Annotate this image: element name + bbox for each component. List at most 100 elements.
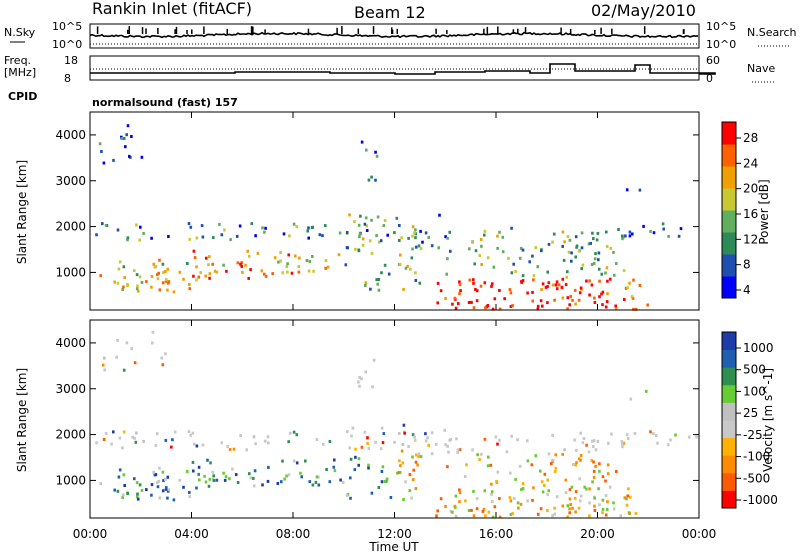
- heatmap-cell: [165, 486, 168, 490]
- heatmap-cell: [100, 150, 103, 153]
- heatmap-cell: [164, 279, 168, 283]
- frequency-line: [90, 63, 716, 75]
- heatmap-cell: [453, 296, 457, 300]
- heatmap-cell: [417, 244, 421, 248]
- heatmap-cell: [150, 493, 153, 497]
- heatmap-cell: [508, 288, 512, 292]
- heatmap-cell: [224, 475, 228, 479]
- noise-sky-line: [89, 31, 699, 39]
- heatmap-cell: [156, 273, 159, 277]
- heatmap-cell: [512, 497, 516, 500]
- heatmap-cell: [382, 432, 386, 436]
- heatmap-cell: [364, 281, 368, 285]
- heatmap-cell: [401, 443, 405, 446]
- heatmap-cell: [624, 286, 628, 290]
- heatmap-cell: [521, 279, 525, 283]
- heatmap-cell: [509, 499, 513, 503]
- heatmap-cell: [283, 477, 286, 481]
- ytick-label: 4000: [55, 336, 86, 350]
- heatmap-cell: [514, 477, 517, 481]
- heatmap-cell: [333, 469, 337, 473]
- heatmap-cell: [365, 229, 369, 232]
- heatmap-cell: [130, 347, 133, 351]
- heatmap-cell: [154, 443, 158, 447]
- heatmap-cell: [166, 267, 170, 271]
- heatmap-cell: [192, 274, 195, 278]
- heatmap-cell: [580, 246, 584, 250]
- heatmap-cell: [642, 224, 645, 228]
- heatmap-cell: [605, 244, 609, 248]
- heatmap-cell: [418, 281, 422, 285]
- heatmap-cell: [478, 254, 482, 258]
- heatmap-cell: [496, 470, 500, 474]
- heatmap-cell: [649, 229, 652, 233]
- heatmap-cell: [161, 489, 165, 493]
- heatmap-cell: [211, 470, 214, 474]
- heatmap-cell: [207, 484, 211, 488]
- heatmap-cell: [165, 278, 168, 282]
- heatmap-cell: [164, 438, 168, 442]
- heatmap-cell: [135, 287, 139, 291]
- heatmap-cell: [267, 465, 270, 469]
- heatmap-cell: [470, 300, 473, 304]
- heatmap-cell: [551, 458, 555, 462]
- heatmap-cell: [295, 461, 299, 465]
- heatmap-cell: [531, 299, 534, 303]
- heatmap-cell: [487, 510, 491, 514]
- heatmap-cell: [140, 155, 144, 159]
- colorbar-segment: [722, 188, 736, 211]
- heatmap-cell: [285, 474, 288, 478]
- heatmap-cell: [152, 470, 155, 474]
- heatmap-cell: [383, 480, 387, 483]
- heatmap-cell: [620, 440, 624, 444]
- heatmap-cell: [122, 430, 126, 434]
- heatmap-cell: [612, 250, 615, 254]
- noise-tick-high-right: 10^5: [706, 20, 736, 33]
- heatmap-cell: [333, 458, 336, 462]
- heatmap-cell: [287, 473, 291, 477]
- heatmap-cell: [135, 273, 139, 277]
- heatmap-cell: [307, 236, 310, 240]
- cpid-value: normalsound (fast) 157: [92, 96, 238, 109]
- heatmap-cell: [414, 271, 417, 275]
- heatmap-cell: [121, 496, 124, 499]
- heatmap-cell: [531, 498, 534, 502]
- heatmap-cell: [380, 426, 384, 430]
- heatmap-cell: [543, 472, 547, 476]
- heatmap-cell: [421, 240, 424, 244]
- heatmap-cell: [324, 224, 327, 228]
- heatmap-cell: [439, 289, 443, 293]
- heatmap-cell: [186, 262, 189, 265]
- heatmap-cell: [240, 264, 243, 268]
- heatmap-cell: [472, 514, 476, 518]
- heatmap-cell: [232, 447, 236, 451]
- heatmap-cell: [252, 476, 255, 480]
- xtick-label: 04:00: [174, 527, 209, 541]
- heatmap-cell: [95, 441, 98, 445]
- heatmap-cell: [484, 514, 487, 518]
- heatmap-cell: [349, 457, 353, 461]
- heatmap-cell: [408, 489, 412, 493]
- station-title: Rankin Inlet (fitACF): [92, 0, 252, 18]
- heatmap-cell: [605, 230, 608, 234]
- heatmap-cell: [101, 222, 104, 226]
- date-title: 02/May/2010: [591, 1, 696, 20]
- heatmap-cell: [357, 380, 360, 384]
- heatmap-cell: [122, 265, 126, 269]
- heatmap-cell: [511, 304, 514, 308]
- heatmap-cell: [375, 278, 378, 282]
- heatmap-cell: [444, 297, 447, 300]
- heatmap-cell: [359, 214, 362, 218]
- heatmap-cell: [220, 441, 224, 445]
- colorbar-tick: 4: [743, 283, 751, 297]
- heatmap-cell: [173, 430, 177, 434]
- heatmap-cell: [383, 219, 387, 222]
- heatmap-cell: [613, 273, 616, 277]
- heatmap-cell: [135, 481, 139, 485]
- heatmap-cell: [498, 515, 502, 519]
- heatmap-cell: [341, 480, 345, 484]
- heatmap-cell: [398, 224, 401, 227]
- heatmap-cell: [463, 475, 467, 479]
- heatmap-cell: [136, 289, 140, 293]
- heatmap-cell: [298, 256, 301, 260]
